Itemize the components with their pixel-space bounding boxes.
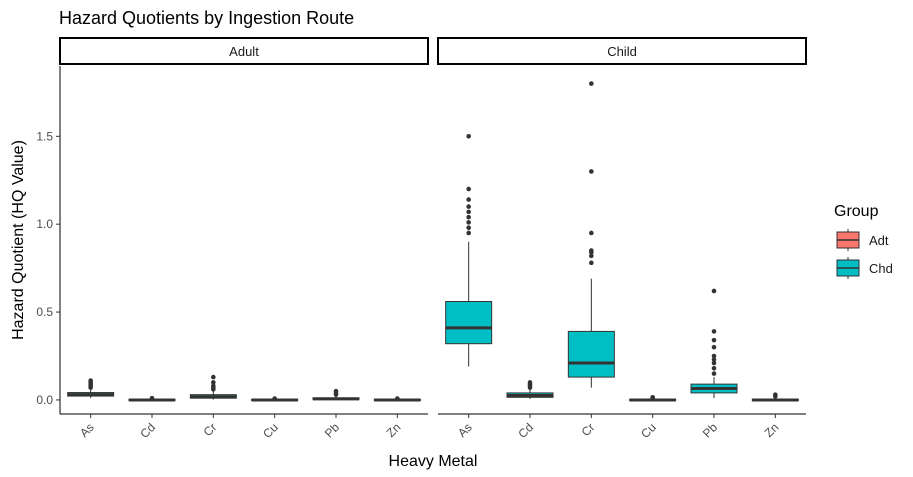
outlier-point — [149, 395, 155, 401]
outlier-point — [466, 209, 471, 215]
x-tick-label: Cr — [579, 420, 598, 439]
facet-strip-label: Adult — [229, 44, 259, 59]
outlier-point — [711, 344, 717, 350]
x-tick-label: Cu — [260, 420, 281, 441]
y-axis-title: Hazard Quotient (HQ Value) — [10, 140, 27, 340]
box-cr — [189, 374, 237, 400]
legend-entries: Adt Chd — [836, 229, 893, 279]
outlier-point — [466, 204, 471, 209]
box-cu — [629, 395, 677, 402]
outlier-point — [650, 395, 655, 400]
outlier-point — [711, 371, 717, 376]
legend-title: Group — [834, 203, 879, 220]
legend: Group Adt Chd — [834, 203, 893, 279]
x-tick-label: Cr — [201, 420, 220, 439]
box-iqr — [445, 301, 493, 345]
outlier-point — [466, 214, 471, 220]
outlier-point — [466, 220, 471, 225]
outlier-point — [211, 383, 216, 389]
legend-label: Chd — [869, 261, 893, 276]
outlier-point — [589, 230, 594, 236]
legend-label: Adt — [869, 233, 889, 248]
x-tick-label: As — [455, 420, 475, 440]
y-tick-label: 1.5 — [36, 129, 53, 143]
box-as — [445, 134, 493, 367]
x-tick-label: Pb — [322, 420, 343, 441]
outlier-point — [711, 360, 717, 366]
y-tick-label: 1.0 — [36, 217, 53, 231]
outlier-point — [589, 81, 594, 86]
box-pb — [312, 388, 360, 401]
facet-panel-adult: Adult As Cd Cr Cu Pb Zn — [59, 37, 429, 441]
outlier-point — [211, 380, 216, 385]
legend-entry-chd: Chd — [836, 257, 893, 279]
outlier-point — [466, 186, 471, 192]
y-axis: 0.0 0.5 1.0 1.5 — [36, 66, 61, 414]
outlier-point — [211, 374, 216, 380]
facet-strip — [59, 37, 429, 65]
x-tick-label: Cd — [137, 420, 158, 441]
outlier-point — [527, 380, 533, 385]
legend-entry-adt: Adt — [836, 229, 889, 251]
outlier-point — [773, 392, 778, 397]
outlier-point — [466, 230, 471, 236]
outlier-point — [711, 357, 717, 362]
x-tick-label: As — [77, 420, 97, 440]
outlier-point — [466, 134, 471, 139]
outlier-point — [711, 288, 717, 294]
outlier-point — [272, 396, 277, 401]
x-tick-label: Zn — [762, 420, 782, 440]
outlier-point — [589, 169, 594, 174]
facet-panel-child: Child As Cd Cr Cu Pb Zn — [437, 37, 807, 441]
outlier-point — [711, 329, 717, 334]
outlier-point — [466, 197, 471, 202]
outlier-point — [88, 378, 93, 383]
box-zn — [373, 396, 421, 402]
outlier-point — [589, 260, 594, 266]
outlier-point — [589, 248, 594, 253]
outlier-point — [466, 225, 471, 230]
x-tick-label: Pb — [700, 420, 721, 441]
outlier-point — [711, 366, 717, 371]
facet-panels: Adult As Cd Cr Cu Pb Zn Child As Cd Cr Cu Pb Zn — [59, 37, 807, 441]
box-cu — [251, 396, 299, 402]
y-tick-label: 0.5 — [36, 305, 53, 319]
facet-strip-label: Child — [607, 44, 637, 59]
y-tick-label: 0.0 — [36, 393, 53, 407]
outlier-point — [711, 353, 717, 359]
box-cd — [128, 395, 176, 402]
x-tick-label: Cd — [515, 420, 536, 441]
outlier-point — [333, 388, 339, 394]
box-pb — [690, 288, 738, 399]
outlier-point — [711, 337, 717, 343]
box-as — [67, 378, 115, 399]
x-tick-label: Cu — [638, 420, 659, 441]
chart-title: Hazard Quotients by Ingestion Route — [59, 8, 354, 28]
box-cd — [506, 380, 554, 400]
outlier-point — [395, 396, 400, 401]
outlier-point — [589, 253, 594, 259]
box-zn — [751, 392, 799, 402]
box-cr — [567, 81, 615, 388]
x-tick-label: Zn — [384, 420, 404, 440]
box-iqr — [567, 330, 615, 378]
facet-strip — [437, 37, 807, 65]
x-axis-title: Heavy Metal — [389, 453, 478, 470]
